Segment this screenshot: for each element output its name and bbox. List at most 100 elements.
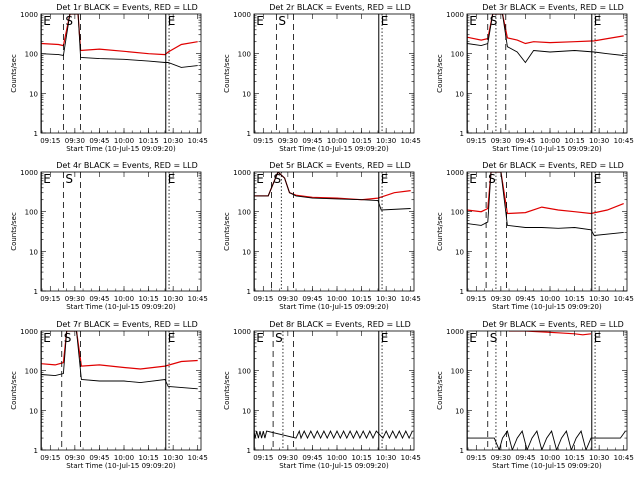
series-group bbox=[467, 14, 624, 64]
x-tick-label: 10:30 bbox=[376, 454, 396, 462]
plot-frame bbox=[253, 171, 415, 292]
x-tick-label: 10:15 bbox=[351, 295, 371, 303]
x-tick-label: 10:30 bbox=[163, 295, 183, 303]
y-axis-label: Counts/sec bbox=[436, 371, 444, 410]
y-tick-label: 1 bbox=[460, 447, 464, 455]
y-tick-label: 1000 bbox=[446, 169, 464, 177]
x-tick-label: 10:30 bbox=[589, 137, 609, 145]
plot-frame bbox=[466, 13, 628, 134]
series-group bbox=[467, 172, 624, 236]
series-group bbox=[254, 429, 413, 440]
x-tick-label: 10:45 bbox=[188, 137, 208, 145]
x-tick-label: 10:45 bbox=[401, 137, 421, 145]
x-tick-label: 09:15 bbox=[40, 295, 60, 303]
x-tick-label: 09:30 bbox=[65, 137, 85, 145]
x-axis-label: Start Time (10-Jul-15 09:09:20) bbox=[492, 145, 602, 153]
y-axis-label: Counts/sec bbox=[436, 54, 444, 93]
x-tick-label: 10:30 bbox=[163, 137, 183, 145]
marker-label: S bbox=[275, 331, 283, 345]
x-tick-label: 09:30 bbox=[278, 137, 298, 145]
marker-label: E bbox=[594, 331, 602, 345]
marker-label: E bbox=[256, 331, 264, 345]
x-tick-label: 10:45 bbox=[401, 295, 421, 303]
x-tick-label: 09:30 bbox=[65, 454, 85, 462]
plot-frame bbox=[253, 13, 415, 134]
y-axis-label: Counts/sec bbox=[223, 212, 231, 251]
x-tick-label: 10:30 bbox=[376, 137, 396, 145]
x-axis-label: Start Time (10-Jul-15 09:09:20) bbox=[66, 303, 176, 311]
lld-series-line bbox=[467, 14, 624, 45]
y-axis-label: Counts/sec bbox=[223, 54, 231, 93]
x-tick-label: 09:30 bbox=[491, 137, 511, 145]
x-tick-label: 10:45 bbox=[401, 454, 421, 462]
x-tick-label: 09:30 bbox=[278, 295, 298, 303]
x-tick-label: 10:15 bbox=[138, 454, 158, 462]
x-axis-label: Start Time (10-Jul-15 09:09:20) bbox=[279, 145, 389, 153]
marker-label: E bbox=[469, 14, 477, 28]
x-tick-label: 10:15 bbox=[138, 295, 158, 303]
marker-label: S bbox=[65, 14, 73, 28]
x-tick-label: 10:00 bbox=[114, 137, 134, 145]
marker-label: E bbox=[381, 14, 389, 28]
marker-label: E bbox=[381, 172, 389, 186]
x-axis-label: Start Time (10-Jul-15 09:09:20) bbox=[279, 303, 389, 311]
y-tick-label: 10 bbox=[455, 90, 464, 98]
x-tick-label: 10:00 bbox=[540, 137, 560, 145]
y-tick-label: 100 bbox=[25, 209, 38, 217]
plot-frame bbox=[40, 171, 202, 292]
x-axis-label: Start Time (10-Jul-15 09:09:20) bbox=[279, 462, 389, 470]
x-tick-label: 10:15 bbox=[564, 137, 584, 145]
events-series-line bbox=[467, 172, 624, 236]
x-tick-label: 09:30 bbox=[65, 295, 85, 303]
y-tick-label: 1 bbox=[34, 130, 38, 138]
x-tick-label: 10:15 bbox=[351, 454, 371, 462]
x-tick-label: 09:15 bbox=[466, 295, 486, 303]
y-tick-label: 10 bbox=[29, 407, 38, 415]
x-axis-label: Start Time (10-Jul-15 09:09:20) bbox=[66, 462, 176, 470]
y-tick-label: 1000 bbox=[20, 328, 38, 336]
y-axis-label: Counts/sec bbox=[436, 212, 444, 251]
x-tick-label: 10:30 bbox=[376, 295, 396, 303]
panel-title: Det 9r BLACK = Events, RED = LLD bbox=[482, 320, 624, 329]
x-tick-label: 10:00 bbox=[540, 454, 560, 462]
marker-label: S bbox=[490, 331, 498, 345]
plot-frame bbox=[466, 171, 628, 292]
events-series-line bbox=[254, 429, 413, 440]
x-tick-label: 10:00 bbox=[327, 454, 347, 462]
y-tick-label: 1000 bbox=[446, 11, 464, 19]
x-tick-label: 09:15 bbox=[40, 137, 60, 145]
x-tick-label: 09:45 bbox=[302, 137, 322, 145]
marker-label: S bbox=[490, 14, 498, 28]
x-tick-label: 09:45 bbox=[515, 454, 535, 462]
panel-title: Det 2r BLACK = Events, RED = LLD bbox=[269, 3, 411, 12]
y-tick-label: 10 bbox=[242, 407, 251, 415]
x-tick-label: 09:45 bbox=[302, 295, 322, 303]
y-tick-label: 10 bbox=[29, 248, 38, 256]
x-axis-label: Start Time (10-Jul-15 09:09:20) bbox=[66, 145, 176, 153]
marker-label: S bbox=[488, 172, 496, 186]
x-tick-label: 09:45 bbox=[89, 295, 109, 303]
lld-series-line bbox=[509, 331, 592, 336]
y-tick-label: 1 bbox=[247, 130, 251, 138]
x-tick-label: 09:30 bbox=[278, 454, 298, 462]
y-tick-label: 10 bbox=[242, 90, 251, 98]
y-tick-label: 10 bbox=[455, 407, 464, 415]
y-tick-label: 1 bbox=[247, 288, 251, 296]
y-axis-label: Counts/sec bbox=[10, 54, 18, 93]
y-axis-label: Counts/sec bbox=[10, 371, 18, 410]
panel-title: Det 5r BLACK = Events, RED = LLD bbox=[269, 161, 411, 170]
x-tick-label: 09:30 bbox=[491, 295, 511, 303]
panel-title: Det 3r BLACK = Events, RED = LLD bbox=[482, 3, 624, 12]
x-axis-label: Start Time (10-Jul-15 09:09:20) bbox=[492, 303, 602, 311]
y-tick-label: 100 bbox=[238, 368, 251, 376]
x-tick-label: 09:15 bbox=[253, 295, 273, 303]
plot-frame bbox=[40, 330, 202, 451]
x-tick-label: 09:15 bbox=[253, 454, 273, 462]
marker-label: E bbox=[168, 331, 176, 345]
